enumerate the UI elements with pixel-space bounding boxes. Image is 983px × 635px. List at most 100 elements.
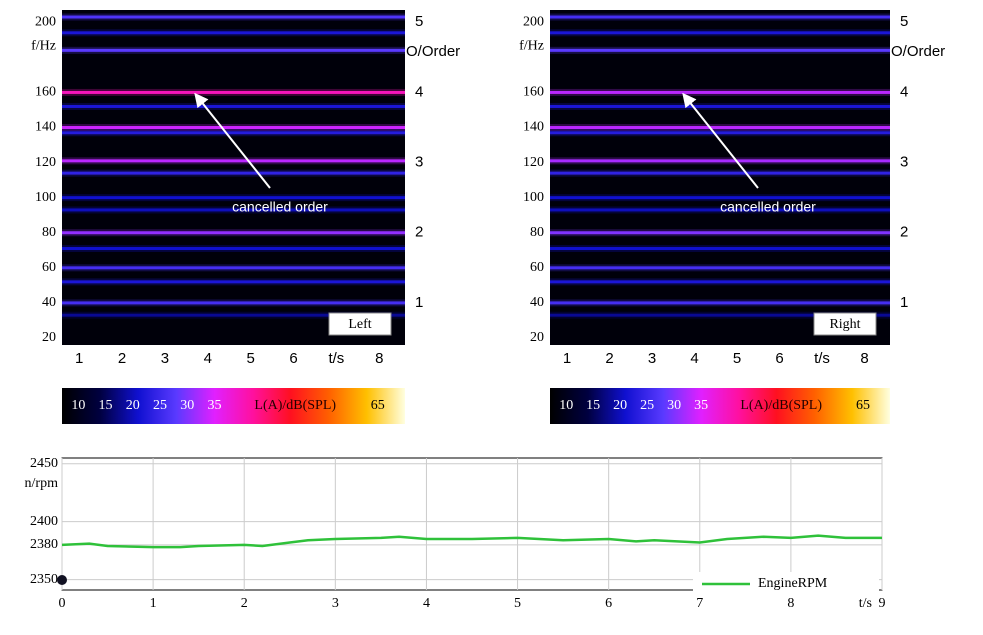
colorbar-tick-label: 30 xyxy=(180,398,194,413)
order-band xyxy=(62,196,405,200)
order-band xyxy=(550,104,890,108)
order-band xyxy=(62,231,405,235)
order-axis-label: O/Order xyxy=(406,43,460,60)
order-tick-label: 3 xyxy=(415,154,423,171)
y-tick-label: 2400 xyxy=(30,514,58,529)
x-tick-label: 2 xyxy=(241,596,248,611)
order-band xyxy=(550,301,890,305)
order-tick-label: 4 xyxy=(900,83,908,100)
colorbar-tick-label: 35 xyxy=(207,398,221,413)
order-band xyxy=(62,31,405,35)
order-band xyxy=(550,15,890,19)
colorbar-tick-label: 25 xyxy=(153,398,167,413)
order-band xyxy=(550,208,890,212)
y-tick-label: 100 xyxy=(523,190,544,205)
order-band xyxy=(550,231,890,235)
order-band xyxy=(550,48,890,52)
x-tick-label: 1 xyxy=(563,350,571,367)
x-tick-label: t/s xyxy=(814,350,830,367)
order-tick-label: 1 xyxy=(415,294,423,311)
order-band xyxy=(550,196,890,200)
spectrogram-background xyxy=(62,10,405,345)
order-band xyxy=(550,159,890,163)
colorbar-tick-label: 15 xyxy=(99,398,113,413)
y-tick-label: 120 xyxy=(35,155,56,170)
colorbar-tick-label: 25 xyxy=(640,398,654,413)
order-tick-label: 2 xyxy=(415,224,423,241)
y-tick-label: 200 xyxy=(523,14,544,29)
order-band xyxy=(62,15,405,19)
channel-box xyxy=(813,312,877,336)
y-tick-label: 60 xyxy=(530,260,544,275)
x-tick-label: 5 xyxy=(514,596,521,611)
y-tick-label: 60 xyxy=(42,260,56,275)
order-band xyxy=(62,208,405,212)
order-tick-label: 3 xyxy=(900,154,908,171)
x-tick-label: 6 xyxy=(775,350,783,367)
y-tick-label: 20 xyxy=(42,330,56,345)
order-axis-label: O/Order xyxy=(891,43,945,60)
order-tick-label: 5 xyxy=(900,13,908,30)
order-band xyxy=(62,301,405,305)
order-band xyxy=(550,266,890,270)
order-band xyxy=(550,90,890,94)
colorbar-tick-label: 10 xyxy=(71,398,85,413)
colorbar-tick-label: 65 xyxy=(856,398,870,413)
x-tick-label: 1 xyxy=(150,596,157,611)
order-band xyxy=(62,159,405,163)
x-axis-label: t/s xyxy=(859,596,872,611)
y-tick-label: 40 xyxy=(42,295,56,310)
order-band xyxy=(62,280,405,284)
order-band xyxy=(62,126,405,130)
x-tick-label: t/s xyxy=(328,350,344,367)
x-tick-label: 5 xyxy=(246,350,254,367)
order-tick-label: 2 xyxy=(900,224,908,241)
colorbar-tick-label: 35 xyxy=(694,398,708,413)
x-tick-label: 5 xyxy=(733,350,741,367)
order-band xyxy=(550,313,890,317)
colorbar-label: L(A)/dB(SPL) xyxy=(740,398,822,413)
y-tick-label: 100 xyxy=(35,190,56,205)
annotation-arrow xyxy=(194,92,271,189)
legend-label: EngineRPM xyxy=(758,576,828,591)
x-tick-label: 2 xyxy=(605,350,613,367)
channel-label: Left xyxy=(348,317,371,332)
origin-dot xyxy=(57,575,67,585)
x-tick-label: 6 xyxy=(605,596,612,611)
colorbar-tick-label: 10 xyxy=(559,398,573,413)
colorbar xyxy=(62,388,405,424)
y-tick-label: 80 xyxy=(530,225,544,240)
order-tick-label: 4 xyxy=(415,83,423,100)
y-tick-label: 2450 xyxy=(30,456,58,471)
x-tick-label: 8 xyxy=(375,350,383,367)
x-tick-label: 4 xyxy=(423,596,430,611)
x-tick-label: 7 xyxy=(696,596,703,611)
order-band xyxy=(550,171,890,175)
y-tick-label: 20 xyxy=(530,330,544,345)
channel-label: Right xyxy=(829,317,860,332)
order-tick-label: 5 xyxy=(415,13,423,30)
order-band xyxy=(62,247,405,251)
channel-box xyxy=(328,312,392,336)
annotation: cancelled order xyxy=(232,199,328,215)
order-band xyxy=(550,126,890,130)
order-tick-label: 1 xyxy=(900,294,908,311)
colorbar-label: L(A)/dB(SPL) xyxy=(254,398,336,413)
annotation-arrow xyxy=(682,92,759,189)
y-tick-label: 140 xyxy=(35,120,56,135)
x-tick-label: 3 xyxy=(648,350,656,367)
order-band xyxy=(62,48,405,52)
y-tick-label: 200 xyxy=(35,14,56,29)
order-band xyxy=(62,171,405,175)
y-tick-label: 160 xyxy=(523,85,544,100)
y-tick-label: 2350 xyxy=(30,572,58,587)
order-band xyxy=(62,131,405,135)
x-tick-label: 2 xyxy=(118,350,126,367)
order-band xyxy=(62,90,405,94)
colorbar xyxy=(550,388,890,424)
y-tick-label: 2380 xyxy=(30,537,58,552)
y-tick-label: 160 xyxy=(35,85,56,100)
spectrogram-background xyxy=(550,10,890,345)
y-tick-label: 40 xyxy=(530,295,544,310)
